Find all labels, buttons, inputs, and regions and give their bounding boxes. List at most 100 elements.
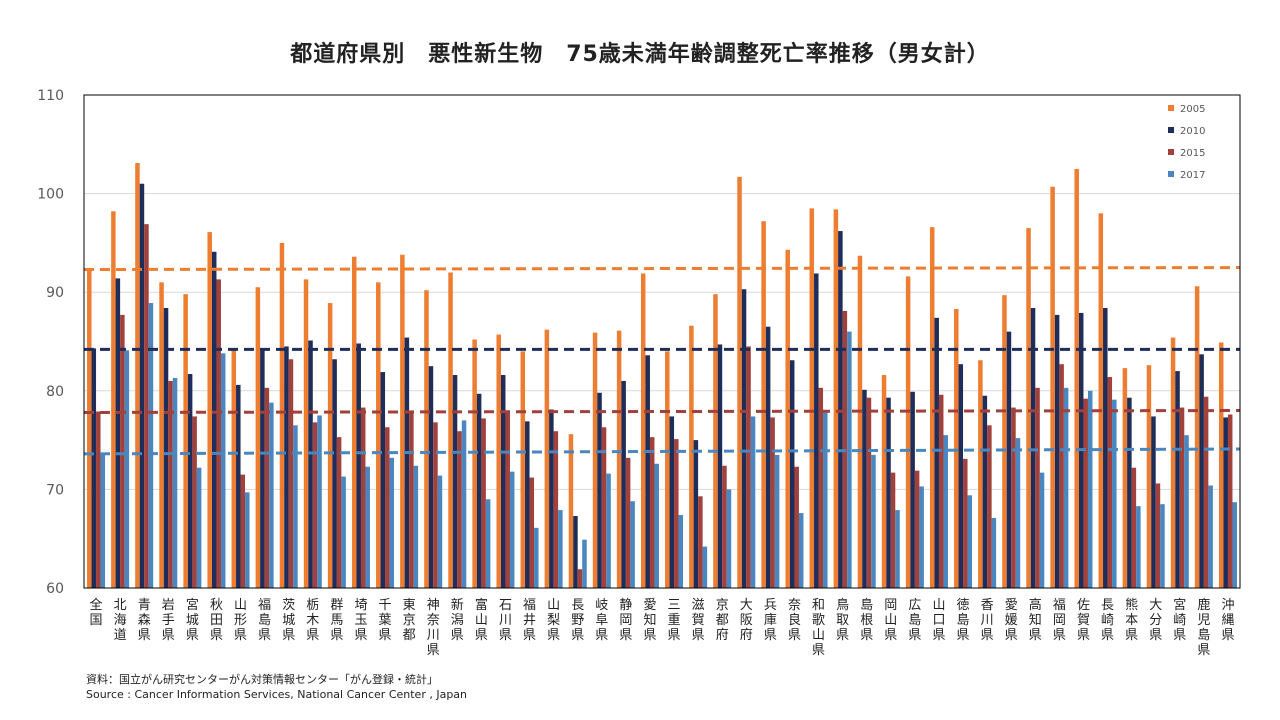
bar-2015-高知県 xyxy=(1035,387,1040,588)
bar-2017-山口県 xyxy=(943,435,948,588)
bar-2010-宮城県 xyxy=(187,374,193,588)
bar-2017-宮城県 xyxy=(196,467,202,588)
bar-2005-埼玉県 xyxy=(351,256,357,588)
bar-2017-栃木県 xyxy=(317,415,322,588)
bar-2010-静岡県 xyxy=(621,380,626,588)
bar-2015-香川県 xyxy=(987,425,992,588)
bar-2010-山形県 xyxy=(236,384,241,588)
x-tick-label: 東京都 xyxy=(403,597,416,643)
bar-2015-長崎県 xyxy=(1107,376,1113,588)
bar-2017-大分県 xyxy=(1160,504,1165,588)
bar-2010-富山県 xyxy=(476,393,482,588)
bar-2005-千葉県 xyxy=(376,282,381,588)
bar-2017-島根県 xyxy=(871,454,876,588)
bar-2005-和歌山県 xyxy=(809,208,815,588)
bar-2010-大分県 xyxy=(1151,416,1156,588)
x-tick-label: 大分県 xyxy=(1149,598,1162,643)
bar-2005-青森県 xyxy=(135,163,140,588)
x-tick-label: 島根県 xyxy=(860,598,873,643)
y-tick-label: 110 xyxy=(37,88,64,104)
bar-2010-鳥取県 xyxy=(838,231,843,588)
bar-2005-大阪府 xyxy=(737,176,742,588)
bar-2017-新潟県 xyxy=(461,420,467,588)
bar-2010-京都府 xyxy=(717,344,723,588)
bar-2015-島根県 xyxy=(866,397,872,588)
bar-2010-愛媛県 xyxy=(1006,331,1012,588)
bar-2017-和歌山県 xyxy=(823,410,828,588)
x-tick-label: 滋賀県 xyxy=(692,598,705,643)
bar-2010-三重県 xyxy=(669,416,675,588)
bar-2005-茨城県 xyxy=(279,242,285,588)
bar-2017-愛知県 xyxy=(654,463,659,588)
bar-2005-群馬県 xyxy=(327,303,333,588)
legend-swatch-2015 xyxy=(1168,149,1174,155)
x-tick-label: 愛媛県 xyxy=(1005,598,1018,643)
bar-2010-香川県 xyxy=(982,395,988,588)
bar-2017-鹿児島県 xyxy=(1208,485,1213,588)
x-tick-label: 広島県 xyxy=(908,598,921,643)
bar-2010-山口県 xyxy=(934,317,939,588)
bar-2010-福井県 xyxy=(525,421,530,588)
bar-2017-大阪府 xyxy=(750,416,756,588)
bar-2005-岐阜県 xyxy=(592,332,598,588)
bar-2017-高知県 xyxy=(1039,472,1045,588)
bar-2005-岡山県 xyxy=(881,375,887,588)
bar-2017-山梨県 xyxy=(558,510,563,588)
bar-2017-茨城県 xyxy=(293,425,298,588)
bar-2010-全国 xyxy=(91,348,97,588)
bar-2015-広島県 xyxy=(914,470,920,588)
y-tick-label: 90 xyxy=(46,285,64,301)
x-tick-label: 徳島県 xyxy=(957,598,970,643)
x-tick-label: 福島県 xyxy=(258,598,271,643)
bar-2015-福岡県 xyxy=(1059,364,1064,588)
x-tick-label: 岡山県 xyxy=(884,598,897,643)
bar-2010-東京都 xyxy=(404,337,410,588)
bar-2015-宮崎県 xyxy=(1179,407,1185,588)
bar-2015-長野県 xyxy=(577,569,583,588)
bar-2017-千葉県 xyxy=(389,457,395,588)
bar-2015-新潟県 xyxy=(457,431,462,588)
bar-2005-愛知県 xyxy=(640,273,646,588)
bar-2015-和歌山県 xyxy=(818,387,824,588)
bar-2010-岡山県 xyxy=(886,397,891,588)
bar-2005-滋賀県 xyxy=(689,325,694,588)
bar-2017-京都府 xyxy=(726,489,732,588)
x-tick-label: 和歌山県 xyxy=(812,598,825,658)
x-tick-label: 栃木県 xyxy=(306,598,319,643)
x-tick-label: 宮崎県 xyxy=(1173,597,1186,643)
bar-2005-奈良県 xyxy=(785,249,790,588)
bar-2005-東京都 xyxy=(400,254,405,588)
bar-2010-愛知県 xyxy=(645,355,650,588)
bar-2017-福島県 xyxy=(269,402,274,588)
bar-2015-秋田県 xyxy=(216,279,221,588)
bar-2005-北海道 xyxy=(111,211,116,588)
x-tick-label: 愛知県 xyxy=(643,598,656,643)
x-tick-label: 京都府 xyxy=(716,598,729,643)
bar-2010-神奈川県 xyxy=(428,366,434,588)
bar-2017-佐賀県 xyxy=(1087,390,1093,588)
bar-2017-岡山県 xyxy=(895,510,900,588)
x-tick-label: 富山県 xyxy=(475,597,488,643)
x-tick-label: 青森県 xyxy=(138,598,151,643)
bar-2017-埼玉県 xyxy=(365,466,370,588)
bar-2010-高知県 xyxy=(1030,307,1036,588)
bar-2015-愛知県 xyxy=(649,437,655,588)
bar-2017-香川県 xyxy=(991,517,997,588)
bar-2005-石川県 xyxy=(496,334,501,588)
bar-2017-徳島県 xyxy=(967,495,973,588)
bar-2017-群馬県 xyxy=(341,476,346,588)
bar-2015-福島県 xyxy=(264,387,270,588)
bar-2017-全国 xyxy=(100,453,106,588)
bar-2015-栃木県 xyxy=(312,422,318,588)
bar-2015-埼玉県 xyxy=(360,407,366,588)
bar-2005-福島県 xyxy=(255,287,261,588)
legend-label-2015: 2015 xyxy=(1180,148,1205,159)
legend-label-2017: 2017 xyxy=(1180,170,1205,181)
x-tick-label: 宮城県 xyxy=(186,597,199,643)
bar-2017-長野県 xyxy=(582,539,587,588)
x-tick-label: 鹿児島県 xyxy=(1197,597,1210,658)
bar-2017-福井県 xyxy=(534,527,539,588)
bar-2015-大分県 xyxy=(1155,483,1161,588)
bar-2010-北海道 xyxy=(115,278,121,588)
